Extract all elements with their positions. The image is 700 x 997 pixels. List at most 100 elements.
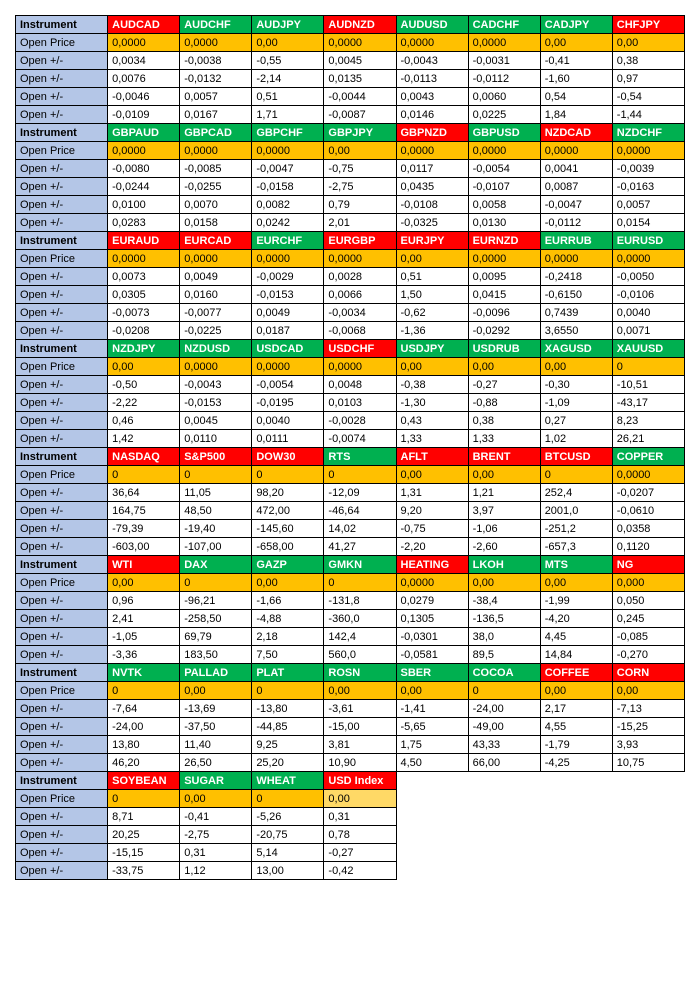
open-pm-value: 0,0111: [252, 430, 324, 448]
open-pm-value: 0,0034: [108, 52, 180, 70]
open-pm-value: -0,0047: [252, 160, 324, 178]
instrument-name: GBPUSD: [468, 124, 540, 142]
instrument-name: NZDJPY: [108, 340, 180, 358]
open-price-value: 0,00: [108, 358, 180, 376]
instrument-name: S&P500: [180, 448, 252, 466]
open-pm-value: -0,0195: [252, 394, 324, 412]
instrument-name: LKOH: [468, 556, 540, 574]
open-pm-row: Open +/-0,01000,00700,00820,79-0,01080,0…: [16, 196, 685, 214]
instrument-name: DAX: [180, 556, 252, 574]
instrument-header-row: InstrumentNVTKPALLADPLATROSNSBERCOCOACOF…: [16, 664, 685, 682]
open-pm-value: -1,09: [540, 394, 612, 412]
open-price-value: 0,0000: [612, 250, 684, 268]
row-label-open-pm: Open +/-: [16, 862, 108, 880]
open-pm-value: -4,88: [252, 610, 324, 628]
instrument-name: DOW30: [252, 448, 324, 466]
open-pm-row: Open +/--0,50-0,0043-0,00540,0048-0,38-0…: [16, 376, 685, 394]
row-label-open-pm: Open +/-: [16, 592, 108, 610]
row-label-open-pm: Open +/-: [16, 394, 108, 412]
instrument-name: NZDUSD: [180, 340, 252, 358]
open-pm-row: Open +/--15,150,315,14-0,27: [16, 844, 685, 862]
open-pm-value: -10,51: [612, 376, 684, 394]
open-pm-value: 4,45: [540, 628, 612, 646]
open-pm-value: 13,00: [252, 862, 324, 880]
open-pm-row: Open +/-0,460,00450,0040-0,00280,430,380…: [16, 412, 685, 430]
open-pm-value: -0,0043: [180, 376, 252, 394]
open-price-row: Open Price0,00000,00000,00000,000,00000,…: [16, 142, 685, 160]
open-pm-value: -0,0158: [252, 178, 324, 196]
open-pm-value: 1,02: [540, 430, 612, 448]
open-pm-value: -15,25: [612, 718, 684, 736]
open-pm-value: -2,75: [180, 826, 252, 844]
open-price-value: 0,0000: [396, 34, 468, 52]
open-pm-value: -0,0207: [612, 484, 684, 502]
row-label-open-pm: Open +/-: [16, 826, 108, 844]
open-pm-row: Open +/--1,0569,792,18142,4-0,030138,04,…: [16, 628, 685, 646]
open-pm-value: 1,21: [468, 484, 540, 502]
open-price-value: 0,000: [612, 574, 684, 592]
open-pm-value: 36,64: [108, 484, 180, 502]
open-pm-value: 0,0100: [108, 196, 180, 214]
open-pm-value: 13,80: [108, 736, 180, 754]
open-pm-value: 0,0045: [324, 52, 396, 70]
open-pm-value: 0,0415: [468, 286, 540, 304]
open-pm-value: 0,38: [468, 412, 540, 430]
instrument-name: BTCUSD: [540, 448, 612, 466]
instrument-name: GBPAUD: [108, 124, 180, 142]
open-price-value: 0: [468, 682, 540, 700]
instrument-header-row: InstrumentNZDJPYNZDUSDUSDCADUSDCHFUSDJPY…: [16, 340, 685, 358]
row-label-open-price: Open Price: [16, 34, 108, 52]
open-pm-value: 0,245: [612, 610, 684, 628]
open-pm-value: -1,79: [540, 736, 612, 754]
open-pm-value: -0,54: [612, 88, 684, 106]
open-pm-value: 472,00: [252, 502, 324, 520]
open-pm-value: -0,0106: [612, 286, 684, 304]
open-pm-value: -0,0109: [108, 106, 180, 124]
open-price-row: Open Price00,0000,000,0000,000,00: [16, 682, 685, 700]
open-pm-value: -0,0153: [180, 394, 252, 412]
open-pm-value: -0,0163: [612, 178, 684, 196]
open-pm-row: Open +/--0,0080-0,0085-0,0047-0,750,0117…: [16, 160, 685, 178]
open-pm-value: 0,0095: [468, 268, 540, 286]
open-pm-row: Open +/--24,00-37,50-44,85-15,00-5,65-49…: [16, 718, 685, 736]
instrument-name: EURUSD: [612, 232, 684, 250]
open-pm-value: -5,65: [396, 718, 468, 736]
open-pm-value: -4,25: [540, 754, 612, 772]
open-price-value: 0,00: [252, 34, 324, 52]
open-pm-value: 0,0110: [180, 430, 252, 448]
open-price-value: 0,00: [108, 574, 180, 592]
open-pm-value: -79,39: [108, 520, 180, 538]
open-pm-value: 0,0041: [540, 160, 612, 178]
instrument-name: AUDNZD: [324, 16, 396, 34]
open-pm-value: -1,06: [468, 520, 540, 538]
open-pm-value: -0,0107: [468, 178, 540, 196]
open-pm-value: 0,7439: [540, 304, 612, 322]
open-pm-value: 0,050: [612, 592, 684, 610]
instrument-name: EURCAD: [180, 232, 252, 250]
open-pm-value: 0,27: [540, 412, 612, 430]
open-pm-value: 0,0070: [180, 196, 252, 214]
open-pm-row: Open +/-13,8011,409,253,811,7543,33-1,79…: [16, 736, 685, 754]
open-pm-value: -0,62: [396, 304, 468, 322]
open-pm-value: -0,0244: [108, 178, 180, 196]
open-pm-value: 164,75: [108, 502, 180, 520]
open-pm-value: -0,0325: [396, 214, 468, 232]
open-pm-value: -43,17: [612, 394, 684, 412]
open-price-value: 0,0000: [324, 250, 396, 268]
open-pm-value: 69,79: [180, 628, 252, 646]
instrument-name: COFFEE: [540, 664, 612, 682]
open-pm-row: Open +/-20,25-2,75-20,750,78: [16, 826, 685, 844]
open-pm-value: -44,85: [252, 718, 324, 736]
open-pm-value: -0,0610: [612, 502, 684, 520]
open-pm-value: -0,50: [108, 376, 180, 394]
instrument-name: CORN: [612, 664, 684, 682]
instrument-name: EURAUD: [108, 232, 180, 250]
open-pm-value: 10,75: [612, 754, 684, 772]
open-price-value: 0,0000: [252, 358, 324, 376]
instrument-name: EURGBP: [324, 232, 396, 250]
open-price-value: 0,0000: [396, 574, 468, 592]
open-pm-value: -0,0054: [252, 376, 324, 394]
row-label-open-pm: Open +/-: [16, 322, 108, 340]
open-pm-row: Open +/--603,00-107,00-658,0041,27-2,20-…: [16, 538, 685, 556]
open-pm-value: 0,54: [540, 88, 612, 106]
